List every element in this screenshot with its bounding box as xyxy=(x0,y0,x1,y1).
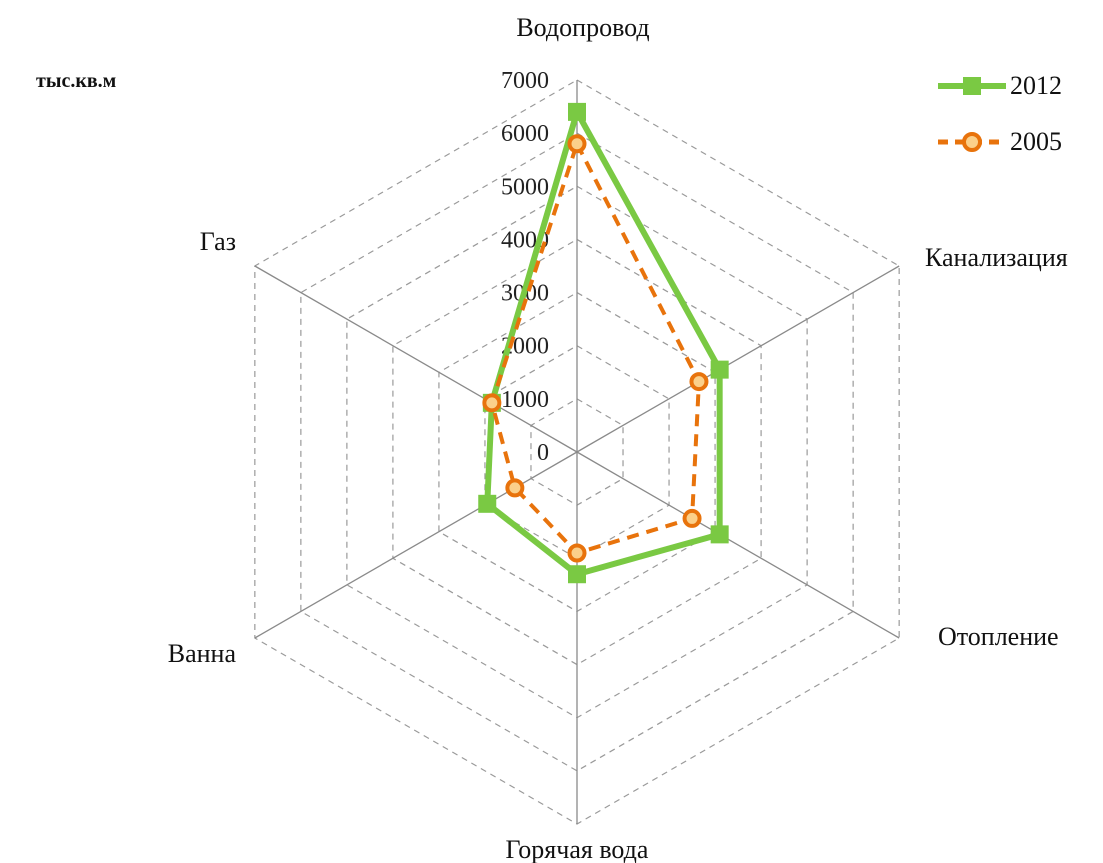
data-point xyxy=(507,480,522,495)
legend-swatch-2005 xyxy=(936,124,1008,160)
axis-spoke xyxy=(255,452,577,638)
unit-label: тыс.кв.м xyxy=(36,70,116,93)
data-point xyxy=(711,525,729,543)
category-label: Водопровод xyxy=(516,13,649,42)
tick-label: 6000 xyxy=(501,121,549,147)
legend: 2012 2005 xyxy=(936,68,1096,180)
tick-label: 0 xyxy=(537,440,549,466)
data-point xyxy=(691,374,706,389)
data-point xyxy=(478,495,496,513)
legend-item-2005: 2005 xyxy=(936,124,1096,160)
data-point xyxy=(568,103,586,121)
data-point xyxy=(484,395,499,410)
data-point xyxy=(570,136,585,151)
chart-axes xyxy=(255,80,899,824)
chart-category-labels: Водопровод Канализация Отопление Горячая во… xyxy=(168,13,1068,863)
category-label: Газ xyxy=(200,227,236,256)
axis-spoke xyxy=(577,452,899,638)
legend-swatch-2012 xyxy=(936,68,1008,104)
tick-label: 7000 xyxy=(501,68,549,94)
category-label: Горячая вода xyxy=(506,835,649,863)
axis-spoke xyxy=(577,266,899,452)
tick-label: 5000 xyxy=(501,174,549,200)
data-point xyxy=(711,361,729,379)
category-label: Канализация xyxy=(925,243,1068,272)
legend-label-2012: 2012 xyxy=(1010,70,1062,102)
data-point xyxy=(568,565,586,583)
legend-label-2005: 2005 xyxy=(1010,126,1062,158)
category-label: Ванна xyxy=(168,639,237,668)
tick-label: 1000 xyxy=(501,387,549,413)
data-point xyxy=(570,545,585,560)
category-label: Отопление xyxy=(938,622,1059,651)
legend-item-2012: 2012 xyxy=(936,68,1096,104)
data-point xyxy=(685,511,700,526)
